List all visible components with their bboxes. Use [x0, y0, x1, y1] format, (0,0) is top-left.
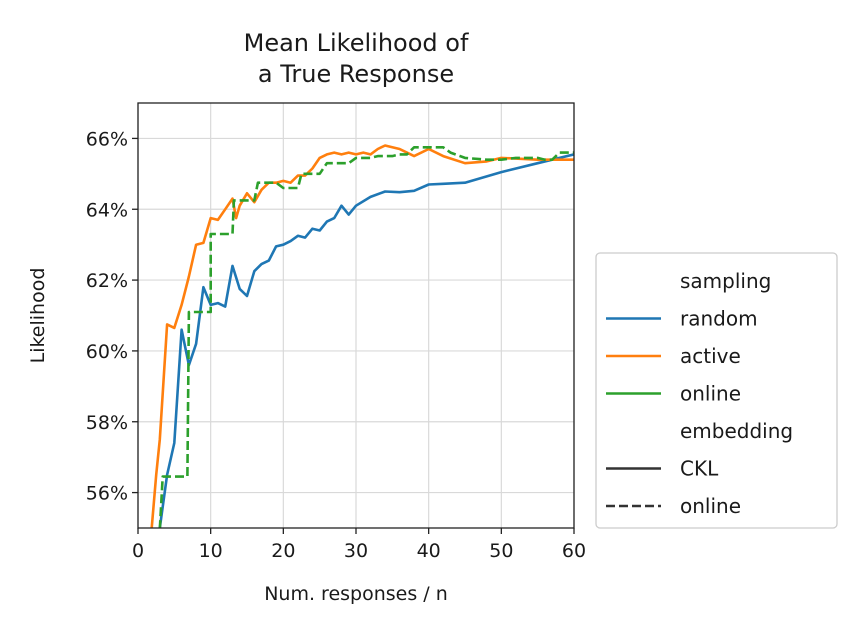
- y-tick-label: 56%: [86, 483, 128, 505]
- y-tick-label: 66%: [86, 128, 128, 150]
- legend-box: [595, 252, 838, 529]
- grid: [137, 103, 575, 528]
- y-tick-label: 58%: [86, 412, 128, 434]
- x-tick-label: 60: [562, 540, 586, 562]
- y-tick-label: 62%: [86, 270, 128, 292]
- x-tick-label: 40: [417, 540, 441, 562]
- chart-title-line: Mean Likelihood of: [244, 29, 469, 57]
- legend-entry-label: active: [680, 344, 741, 368]
- legend-entry-label: online: [680, 382, 741, 406]
- x-tick-label: 30: [344, 540, 368, 562]
- x-tick-label: 50: [489, 540, 513, 562]
- series-line-active-CKL: [150, 144, 574, 528]
- x-tick-label: 10: [199, 540, 223, 562]
- legend: sampling random active online embedding CKL on…: [595, 252, 838, 529]
- chart-title-line: a True Response: [258, 60, 454, 88]
- x-axis: 0 10 20 30 40 50 60: [132, 528, 586, 562]
- y-axis-label: Likelihood: [27, 268, 49, 364]
- legend-section-title: sampling: [680, 269, 771, 293]
- x-tick-label: 20: [271, 540, 295, 562]
- x-axis-label: Num. responses / n: [264, 583, 448, 605]
- series-line-online-online: [158, 146, 574, 528]
- legend-entry-label: CKL: [680, 457, 719, 481]
- legend-entry-label: online: [680, 494, 741, 518]
- series-line-random-CKL: [158, 153, 574, 528]
- plot-area: [150, 144, 574, 528]
- y-tick-label: 64%: [86, 199, 128, 221]
- y-axis: 56% 58% 60% 62% 64% 66%: [86, 128, 138, 505]
- chart-title: Mean Likelihood of a True Response: [244, 29, 469, 88]
- legend-section-title: embedding: [680, 419, 793, 443]
- y-tick-label: 60%: [86, 341, 128, 363]
- legend-entry-label: random: [680, 307, 758, 331]
- x-tick-label: 0: [132, 540, 144, 562]
